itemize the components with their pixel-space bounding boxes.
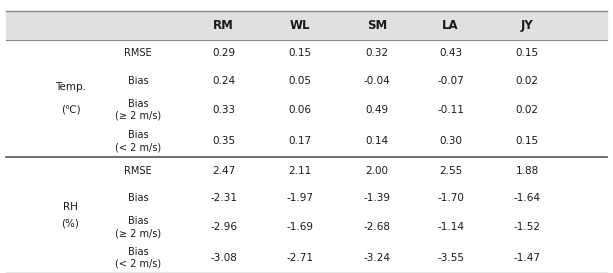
Text: Bias: Bias bbox=[128, 193, 148, 203]
Text: 0.24: 0.24 bbox=[212, 76, 235, 85]
Text: -2.68: -2.68 bbox=[364, 222, 390, 232]
Text: 0.29: 0.29 bbox=[212, 48, 235, 58]
Text: 2.00: 2.00 bbox=[365, 166, 389, 176]
Text: Bias
(≥ 2 m/s): Bias (≥ 2 m/s) bbox=[115, 99, 161, 121]
Text: -1.70: -1.70 bbox=[437, 193, 464, 203]
Text: -1.69: -1.69 bbox=[287, 222, 314, 232]
Text: Temp.: Temp. bbox=[55, 82, 86, 92]
Text: -3.08: -3.08 bbox=[210, 253, 237, 263]
Text: SM: SM bbox=[367, 19, 387, 32]
Text: -2.71: -2.71 bbox=[287, 253, 314, 263]
Text: -2.96: -2.96 bbox=[210, 222, 237, 232]
Text: -1.64: -1.64 bbox=[514, 193, 541, 203]
Text: 0.02: 0.02 bbox=[516, 105, 539, 115]
Text: 0.14: 0.14 bbox=[365, 136, 389, 146]
Text: 0.02: 0.02 bbox=[516, 76, 539, 85]
Text: 0.49: 0.49 bbox=[365, 105, 389, 115]
Text: 0.43: 0.43 bbox=[439, 48, 462, 58]
Text: (%): (%) bbox=[61, 218, 80, 228]
Text: RMSE: RMSE bbox=[124, 166, 152, 176]
Text: 0.30: 0.30 bbox=[439, 136, 462, 146]
Text: Bias: Bias bbox=[128, 76, 148, 85]
Text: 0.17: 0.17 bbox=[289, 136, 312, 146]
Text: 0.33: 0.33 bbox=[212, 105, 235, 115]
Bar bbox=[6, 11, 607, 40]
Text: Bias
(< 2 m/s): Bias (< 2 m/s) bbox=[115, 130, 161, 152]
Text: 0.32: 0.32 bbox=[365, 48, 389, 58]
Text: -0.04: -0.04 bbox=[364, 76, 390, 85]
Text: 2.55: 2.55 bbox=[439, 166, 462, 176]
Text: 0.15: 0.15 bbox=[516, 136, 539, 146]
Text: -1.39: -1.39 bbox=[364, 193, 390, 203]
Text: 0.05: 0.05 bbox=[289, 76, 312, 85]
Text: Bias
(< 2 m/s): Bias (< 2 m/s) bbox=[115, 247, 161, 269]
Text: 1.88: 1.88 bbox=[516, 166, 539, 176]
Text: -0.11: -0.11 bbox=[437, 105, 464, 115]
Text: 0.35: 0.35 bbox=[212, 136, 235, 146]
Text: JY: JY bbox=[521, 19, 533, 32]
Text: LA: LA bbox=[442, 19, 459, 32]
Text: 0.06: 0.06 bbox=[289, 105, 312, 115]
Text: RH: RH bbox=[63, 202, 78, 212]
Text: (℃): (℃) bbox=[61, 104, 80, 114]
Text: -2.31: -2.31 bbox=[210, 193, 237, 203]
Text: Bias
(≥ 2 m/s): Bias (≥ 2 m/s) bbox=[115, 216, 161, 238]
Text: WL: WL bbox=[290, 19, 311, 32]
Text: -1.52: -1.52 bbox=[514, 222, 541, 232]
Text: 2.47: 2.47 bbox=[212, 166, 235, 176]
Text: -1.97: -1.97 bbox=[287, 193, 314, 203]
Text: 0.15: 0.15 bbox=[289, 48, 312, 58]
Text: 2.11: 2.11 bbox=[289, 166, 312, 176]
Text: RM: RM bbox=[213, 19, 234, 32]
Text: -1.14: -1.14 bbox=[437, 222, 464, 232]
Text: 0.15: 0.15 bbox=[516, 48, 539, 58]
Text: RMSE: RMSE bbox=[124, 48, 152, 58]
Text: -0.07: -0.07 bbox=[437, 76, 464, 85]
Text: -3.55: -3.55 bbox=[437, 253, 464, 263]
Text: -3.24: -3.24 bbox=[364, 253, 390, 263]
Text: -1.47: -1.47 bbox=[514, 253, 541, 263]
